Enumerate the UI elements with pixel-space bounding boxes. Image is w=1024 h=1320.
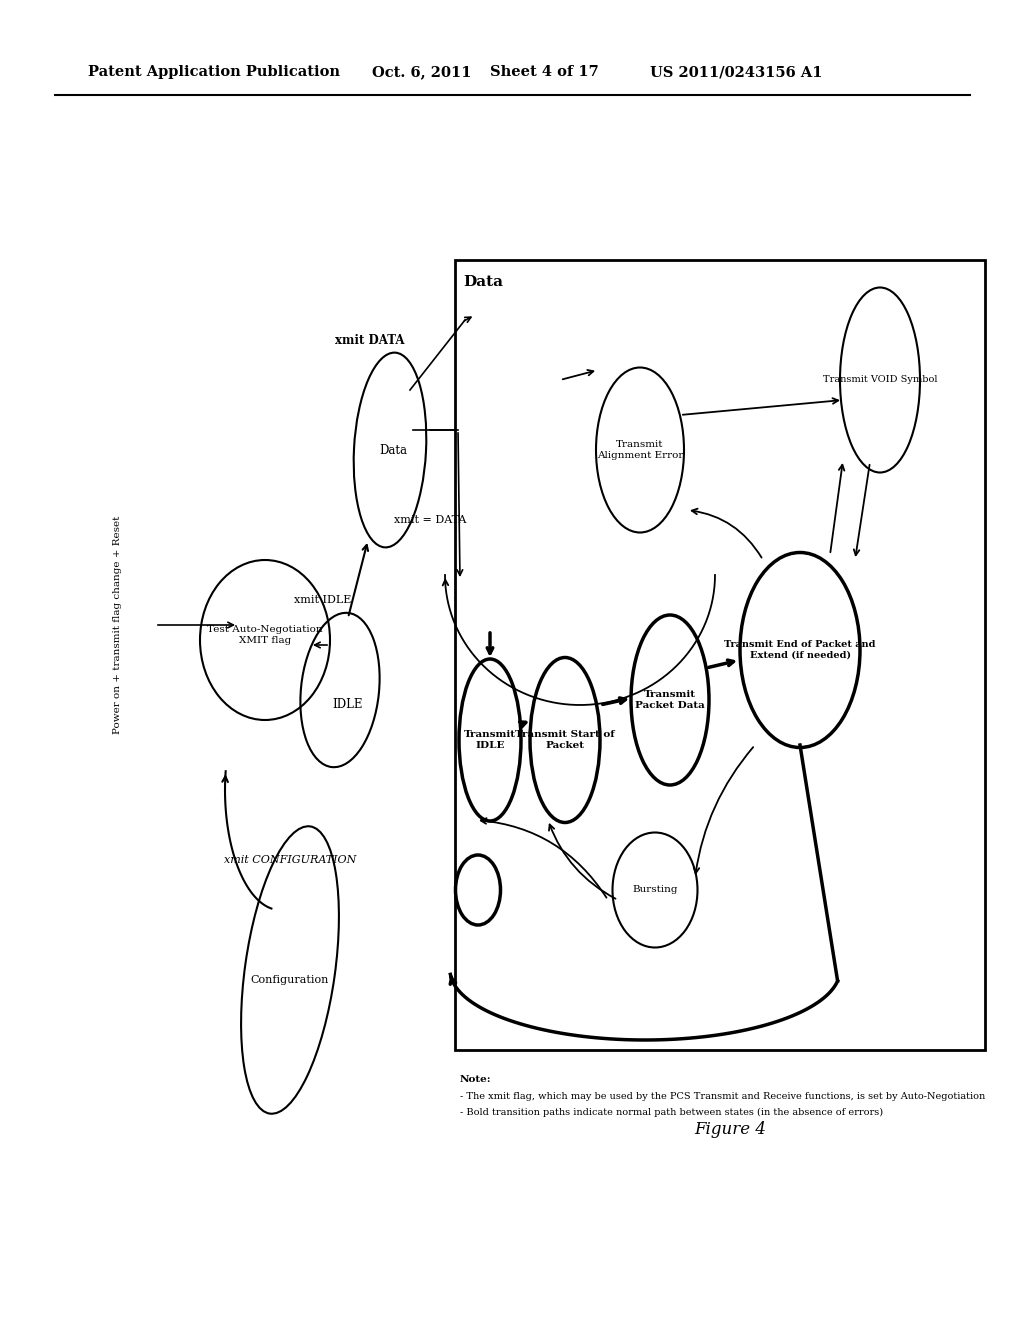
Text: Sheet 4 of 17: Sheet 4 of 17 [490,65,599,79]
Text: Note:: Note: [460,1074,492,1084]
Text: xmit = DATA: xmit = DATA [394,515,466,525]
Text: xmit DATA: xmit DATA [335,334,404,346]
Bar [455,260,985,1049]
Text: Power on + transmit flag change + Reset: Power on + transmit flag change + Reset [114,516,123,734]
Text: - The xmit flag, which may be used by the PCS Transmit and Receive functions, is: - The xmit flag, which may be used by th… [460,1092,985,1101]
Text: Transmit VOID Symbol: Transmit VOID Symbol [822,375,937,384]
Text: xmit IDLE: xmit IDLE [294,595,351,605]
Text: xmit CONFIGURATION: xmit CONFIGURATION [224,855,356,865]
Text: Transmit
Packet Data: Transmit Packet Data [635,690,705,710]
Text: Data: Data [379,444,407,457]
Text: - Bold transition paths indicate normal path between states (in the absence of e: - Bold transition paths indicate normal … [460,1107,883,1117]
Text: Data: Data [463,275,503,289]
Text: Oct. 6, 2011: Oct. 6, 2011 [372,65,471,79]
Text: Bursting: Bursting [632,886,678,895]
Text: Patent Application Publication: Patent Application Publication [88,65,340,79]
Text: Test Auto-Negotiation
XMIT flag: Test Auto-Negotiation XMIT flag [207,626,323,644]
Text: Figure 4: Figure 4 [694,1122,766,1138]
Text: US 2011/0243156 A1: US 2011/0243156 A1 [650,65,822,79]
Text: Transmit
IDLE: Transmit IDLE [464,730,516,750]
Text: IDLE: IDLE [333,698,364,711]
Text: Transmit
Alignment Error: Transmit Alignment Error [597,441,683,459]
Text: Configuration: Configuration [251,975,329,985]
Text: Transmit Start of
Packet: Transmit Start of Packet [515,730,614,750]
Text: Transmit End of Packet and
Extend (if needed): Transmit End of Packet and Extend (if ne… [724,640,876,660]
